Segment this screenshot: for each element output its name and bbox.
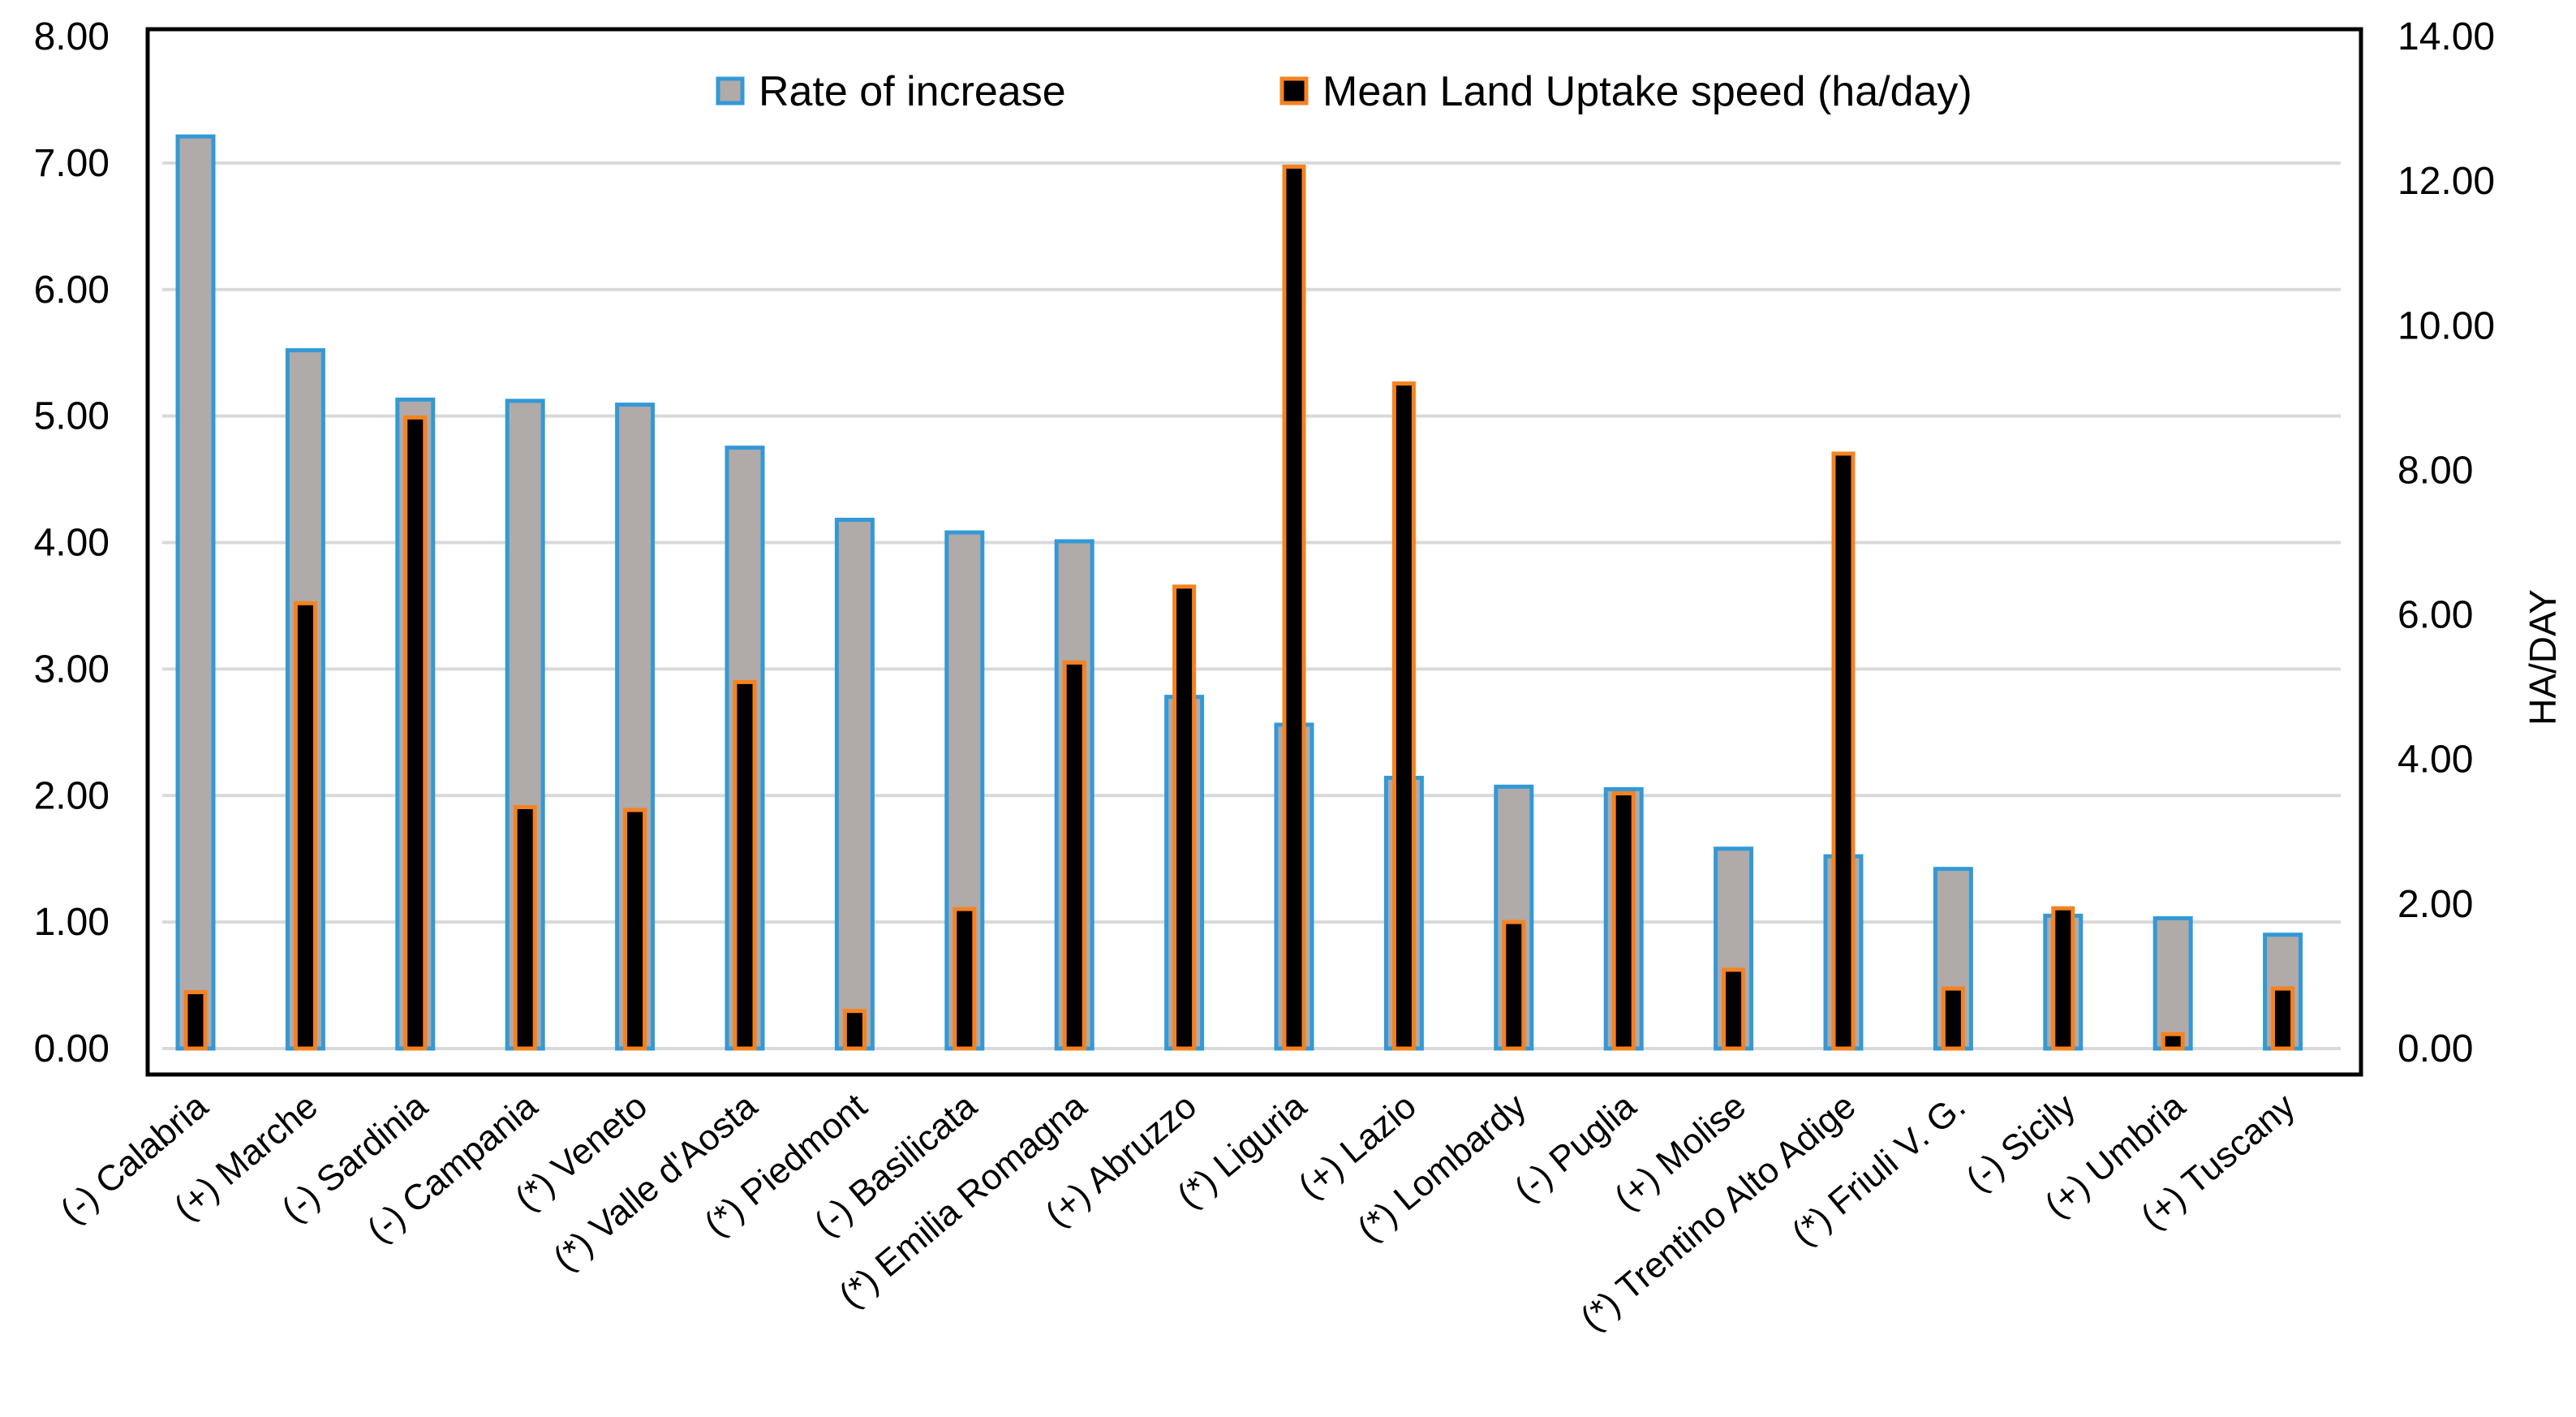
bar-land-uptake-speed xyxy=(953,907,977,1051)
y-tick-label: 5.00 xyxy=(34,395,110,438)
bar-land-uptake-speed xyxy=(1722,967,1746,1051)
bar-land-uptake-speed xyxy=(1941,986,1965,1051)
y-tick-label: 0.00 xyxy=(34,1027,110,1070)
y2-tick-label: 6.00 xyxy=(2398,594,2473,637)
y-tick-label: 6.00 xyxy=(34,269,110,312)
x-axis-labels: (-) Calabria(+) Marche(-) Sardinia(-) Ca… xyxy=(53,1086,2303,1338)
x-tick-label: (*) Valle d'Aosta xyxy=(546,1086,765,1279)
bar-rate-of-increase xyxy=(2152,915,2193,1051)
bar-land-uptake-speed xyxy=(1172,584,1197,1051)
legend-swatch-rate xyxy=(716,76,745,106)
bar-land-uptake-speed xyxy=(183,990,208,1051)
bar-land-uptake-speed xyxy=(1831,451,1856,1051)
bar-rate-of-increase xyxy=(1933,867,1973,1051)
y2-tick-label: 2.00 xyxy=(2398,883,2473,926)
legend: Rate of increase Mean Land Uptake speed … xyxy=(716,68,1972,115)
y2-tick-label: 10.00 xyxy=(2398,304,2495,347)
bar-land-uptake-speed xyxy=(842,1009,867,1051)
bar-land-uptake-speed xyxy=(1062,660,1086,1051)
y-tick-label: 1.00 xyxy=(34,901,110,944)
bar-land-uptake-speed xyxy=(1502,920,1526,1051)
bar-land-uptake-speed xyxy=(513,805,537,1051)
y-tick-label: 2.00 xyxy=(34,774,110,817)
legend-label-rate: Rate of increase xyxy=(759,68,1066,115)
y2-tick-label: 8.00 xyxy=(2398,449,2473,492)
bar-land-uptake-speed xyxy=(1282,164,1306,1051)
legend-swatch-speed xyxy=(1279,76,1309,106)
bar-rate-of-increase xyxy=(834,517,875,1051)
y2-axis-title: HA/DAY xyxy=(2522,589,2564,726)
y-axis-left: 0.00 1.00 2.00 3.00 4.00 5.00 6.00 7.00 8.00 xyxy=(34,15,110,1070)
bar-land-uptake-speed xyxy=(2051,906,2075,1051)
bar-rate-of-increase xyxy=(505,398,545,1051)
y2-tick-label: 4.00 xyxy=(2398,739,2473,782)
plot-frame xyxy=(145,27,2363,1077)
bar-land-uptake-speed xyxy=(623,808,647,1051)
bar-land-uptake-speed xyxy=(733,679,757,1051)
bar-land-uptake-speed xyxy=(1391,381,1416,1051)
y-tick-label: 3.00 xyxy=(34,648,110,691)
bar-land-uptake-speed xyxy=(293,601,317,1051)
y2-tick-label: 0.00 xyxy=(2398,1027,2473,1070)
y-tick-label: 4.00 xyxy=(34,522,110,565)
gridlines xyxy=(162,161,2341,1050)
bar-land-uptake-speed xyxy=(2161,1032,2185,1051)
bars xyxy=(175,134,2303,1051)
bar-rate-of-increase xyxy=(175,134,216,1051)
legend-label-speed: Mean Land Uptake speed (ha/day) xyxy=(1322,68,1972,115)
y-tick-label: 7.00 xyxy=(34,142,110,185)
y2-tick-label: 14.00 xyxy=(2398,15,2495,58)
bar-land-uptake-speed xyxy=(2271,986,2295,1051)
bar-land-uptake-speed xyxy=(1611,791,1636,1051)
bar-land-uptake-speed xyxy=(403,415,428,1051)
y2-tick-label: 12.00 xyxy=(2398,160,2495,203)
y-tick-label: 8.00 xyxy=(34,15,110,58)
y-axis-right: 0.00 2.00 4.00 6.00 8.00 10.00 12.00 14.00 xyxy=(2398,15,2495,1070)
